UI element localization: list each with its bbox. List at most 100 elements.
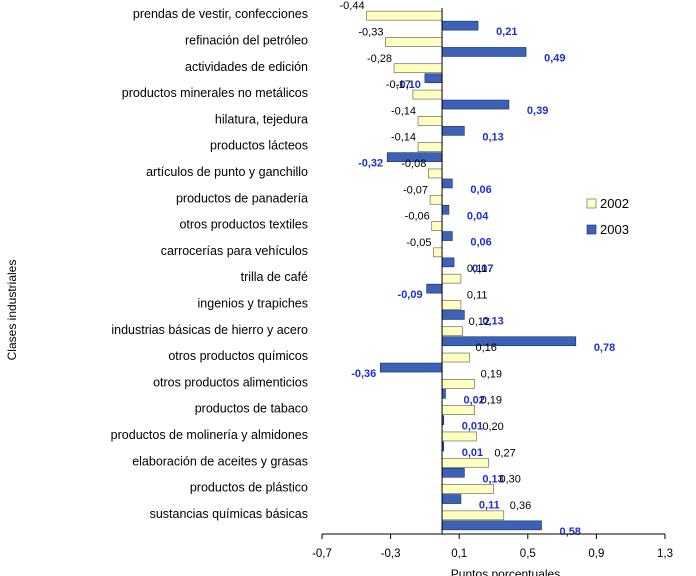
legend-swatch bbox=[586, 198, 597, 209]
value-labels-group: -0,44 0,21 -0,33 0,49 -0,28 -0,10-0,17 0,39 -0,… bbox=[340, 0, 616, 538]
bar-2003 bbox=[441, 204, 450, 215]
value-label-2003: 0,49 bbox=[544, 52, 565, 64]
bar-2002 bbox=[366, 10, 443, 21]
bar-2003 bbox=[441, 231, 453, 241]
value-label-2002: 0,20 bbox=[482, 421, 503, 433]
value-label-2002: -0,06 bbox=[405, 211, 430, 223]
category-label: productos de plástico bbox=[190, 481, 308, 495]
bar-2002 bbox=[441, 352, 470, 363]
value-label-2002: -0,14 bbox=[391, 105, 416, 117]
value-label-2002: 0,11 bbox=[467, 263, 488, 275]
x-tick-label: 0,5 bbox=[520, 548, 536, 560]
value-label-2002: -0,33 bbox=[358, 26, 383, 38]
bar-2002 bbox=[441, 457, 489, 468]
bar-2002 bbox=[441, 431, 477, 442]
value-label-2003: 0,07 bbox=[472, 263, 493, 275]
value-label-2002: -0,08 bbox=[401, 158, 426, 170]
bar-2003 bbox=[441, 336, 577, 347]
legend: 2002 2003 bbox=[586, 196, 629, 237]
category-label: actividades de edición bbox=[185, 60, 308, 74]
bar-2003 bbox=[441, 178, 453, 189]
value-label-2003: 0,13 bbox=[482, 315, 503, 327]
value-label-2003: 0,04 bbox=[467, 210, 489, 222]
legend-label: 2003 bbox=[600, 222, 629, 237]
category-label: trilla de café bbox=[241, 270, 308, 284]
value-label-2002: 0,30 bbox=[500, 474, 521, 486]
category-label: productos de panadería bbox=[176, 191, 308, 205]
x-tick-label: -0,3 bbox=[381, 548, 401, 560]
bar-2002 bbox=[412, 89, 443, 100]
value-label-2002: 0,36 bbox=[510, 500, 531, 512]
value-label-2002: 0,11 bbox=[467, 289, 488, 301]
bars-group bbox=[366, 10, 577, 531]
value-label-2003: 0,01 bbox=[462, 421, 483, 433]
value-label-2003: 0,01 bbox=[462, 447, 483, 459]
bar-2003 bbox=[441, 47, 527, 57]
value-label-2002: 0,19 bbox=[481, 368, 502, 380]
value-label-2002: -0,07 bbox=[403, 184, 428, 196]
bar-2003 bbox=[441, 99, 510, 110]
bar-2002 bbox=[441, 300, 462, 310]
category-label: industrias básicas de hierro y acero bbox=[111, 323, 308, 337]
bar-2003 bbox=[441, 257, 455, 268]
bar-2002 bbox=[428, 168, 443, 179]
bar-2002 bbox=[393, 63, 443, 74]
category-label: artículos de punto y ganchillo bbox=[146, 165, 308, 179]
category-label: ingenios y trapiches bbox=[198, 296, 308, 310]
category-label: productos de tabaco bbox=[195, 402, 308, 416]
category-label: otros productos químicos bbox=[168, 349, 308, 363]
bar-2002 bbox=[385, 37, 443, 47]
x-tick-label: 1,3 bbox=[657, 548, 673, 560]
value-label-2002: 0,19 bbox=[481, 395, 502, 407]
value-label-2002: -0,44 bbox=[340, 0, 365, 12]
bar-2002 bbox=[441, 484, 494, 494]
bar-2002 bbox=[441, 273, 462, 284]
value-label-2003: 0,21 bbox=[496, 26, 517, 38]
value-label-2003: 0,06 bbox=[470, 184, 491, 196]
value-label-2002: -0,28 bbox=[367, 53, 392, 65]
bar-2002 bbox=[441, 326, 463, 337]
value-label-2003: 0,06 bbox=[470, 237, 491, 249]
category-label: otros productos textiles bbox=[179, 218, 308, 232]
bar-2003 bbox=[426, 283, 443, 294]
value-label-2003: 0,58 bbox=[560, 526, 581, 538]
value-label-2002: 0,27 bbox=[494, 447, 515, 459]
bar-2002 bbox=[441, 379, 475, 389]
category-label: productos minerales no metálicos bbox=[122, 86, 308, 100]
bar-2003 bbox=[441, 467, 465, 478]
value-label-2003: 0,78 bbox=[594, 342, 615, 354]
bar-2002 bbox=[431, 221, 443, 231]
category-label: otros productos alimenticios bbox=[153, 375, 308, 389]
category-label: hilatura, tejedura bbox=[215, 112, 308, 126]
legend-label: 2002 bbox=[600, 196, 629, 211]
bar-2003 bbox=[441, 126, 465, 136]
value-label-2003: 0,11 bbox=[479, 500, 500, 512]
value-label-2002: 0,12 bbox=[469, 316, 490, 328]
value-label-2003: -0,36 bbox=[351, 368, 376, 380]
y-axis-title: Clases industriales bbox=[5, 260, 19, 361]
bar-2003 bbox=[441, 389, 446, 399]
value-label-2003: 0,39 bbox=[527, 105, 548, 117]
value-label-2002: -0,14 bbox=[391, 132, 416, 144]
category-label: sustancias químicas básicas bbox=[150, 507, 308, 521]
x-tick-label: 0,9 bbox=[588, 548, 604, 560]
value-label-2003: 0,02 bbox=[463, 394, 484, 406]
value-label-2003: 0,13 bbox=[482, 473, 503, 485]
x-axis-title: Puntos porcentuales bbox=[451, 567, 560, 576]
x-tick-label: 0,1 bbox=[451, 548, 467, 560]
category-label: productos de molinería y almidones bbox=[111, 428, 308, 442]
x-tick-label: -0,7 bbox=[312, 548, 332, 560]
bar-2002 bbox=[433, 247, 443, 258]
bar-2003 bbox=[380, 362, 443, 373]
category-label: productos lácteos bbox=[210, 139, 308, 153]
bar-2002 bbox=[417, 116, 443, 126]
value-label-2003: 0,13 bbox=[482, 131, 503, 143]
bar-2002 bbox=[429, 194, 443, 205]
bar-2002 bbox=[441, 405, 475, 415]
bar-2003 bbox=[441, 494, 462, 504]
value-label-2003: -0,10 bbox=[396, 79, 421, 91]
bar-2002 bbox=[441, 510, 505, 521]
category-label: prendas de vestir, confecciones bbox=[133, 7, 308, 21]
value-label-2003: -0,09 bbox=[398, 289, 423, 301]
